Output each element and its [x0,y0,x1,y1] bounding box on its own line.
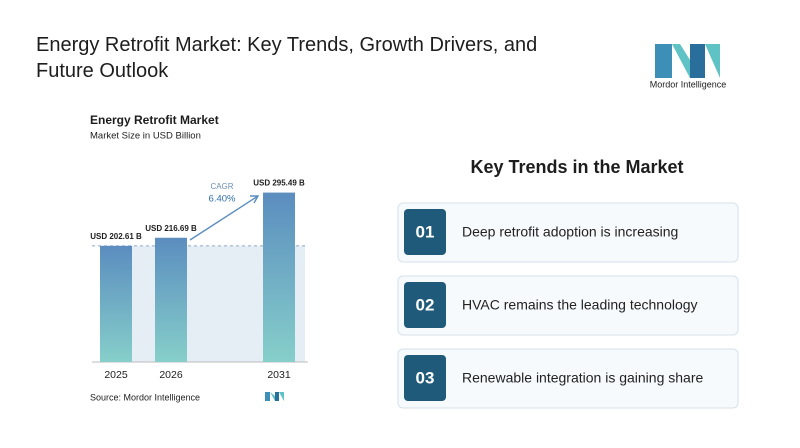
source: Source: Mordor Intelligence [90,392,200,402]
trend-card [397,202,739,263]
value-label: USD 295.49 B [253,179,305,188]
bar [155,237,187,362]
logo: Mordor Intelligence [650,44,727,89]
source-logo [265,392,284,401]
trend-card [397,275,739,336]
chart-title: Energy Retrofit Market [90,113,219,127]
annotation-label: CAGR [210,182,233,191]
trend-text: Deep retrofit adoption is increasing [462,224,678,240]
bar [100,245,132,362]
value-label: USD 202.61 B [90,232,142,241]
chart: USD 202.61 B 2025 USD 216.69 B 2026 USD 295.… [90,179,308,381]
page-title: Energy Retrofit Market: Key Trends, Grow… [36,34,537,82]
cagr-arrow [189,195,260,241]
chart-subtitle: Market Size in USD Billion [90,131,201,142]
trend-card [397,348,739,409]
trend-number: 01 [416,222,435,241]
trend-number-box [404,282,446,328]
trend-text: HVAC remains the leading technology [462,297,698,313]
logo-text: Mordor Intelligence [650,79,727,89]
trend-number: 02 [416,295,435,314]
trend-number-box [404,209,446,255]
annotation-value: 6.40% [209,194,236,205]
bar [263,192,295,362]
trends-title: Key Trends in the Market [470,157,683,177]
trend-number-box [404,355,446,401]
value-label: USD 216.69 B [145,224,197,233]
trend-list: 01 Deep retrofit adoption is increasing 02… [397,202,739,409]
trend-text: Renewable integration is gaining share [462,370,703,386]
x-tick-label: 2031 [267,369,291,381]
x-tick-label: 2025 [104,369,128,381]
x-tick-label: 2026 [159,369,183,381]
trend-number: 03 [416,368,435,387]
